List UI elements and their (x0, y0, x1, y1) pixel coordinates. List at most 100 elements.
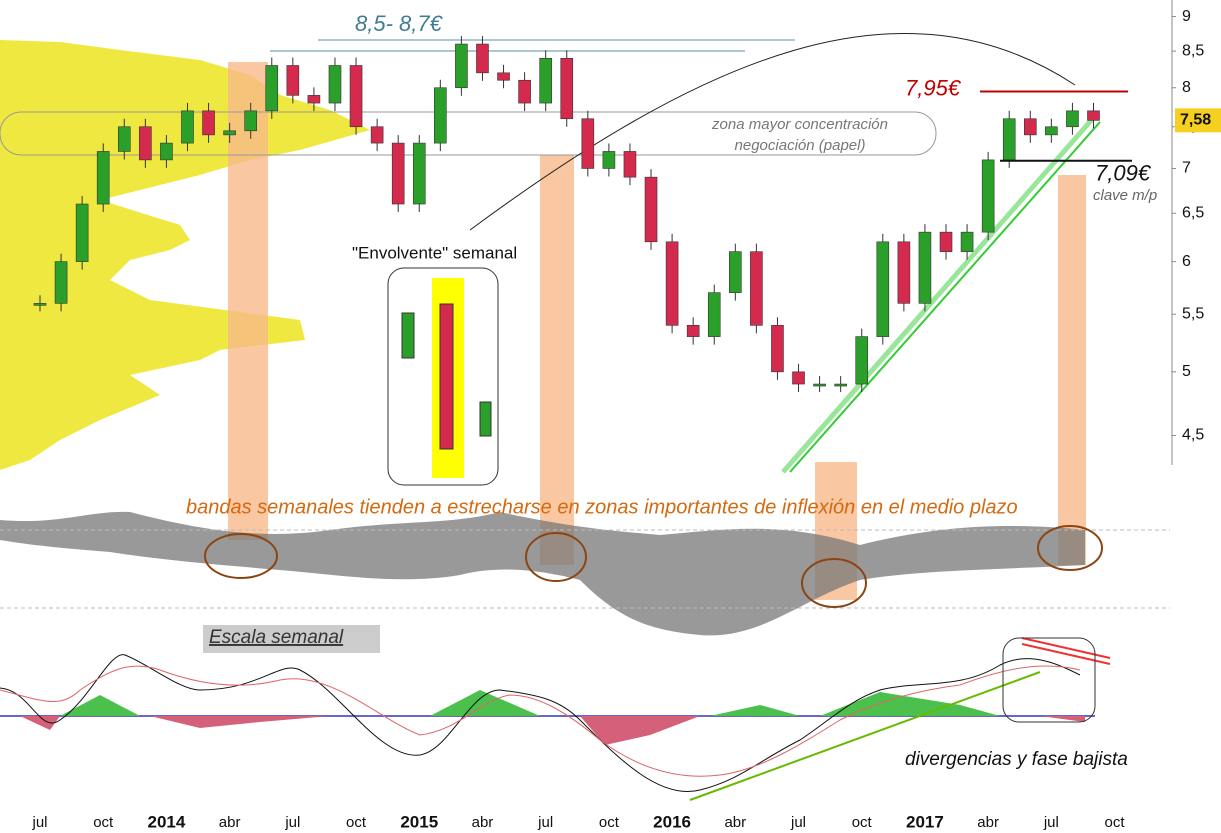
candle (897, 241, 911, 304)
decorations (0, 33, 1170, 801)
candle (54, 261, 68, 304)
candle (1087, 110, 1100, 121)
y-tick-label: 6,5 (1182, 204, 1204, 221)
candle (602, 151, 616, 169)
candle (33, 303, 47, 306)
macd-histogram (60, 690, 1000, 716)
candle (412, 142, 426, 205)
candle (160, 142, 173, 161)
annotation: clave m/p (1093, 187, 1157, 204)
x-tick-label: jul (31, 814, 47, 831)
candle (813, 383, 826, 387)
candle (307, 95, 321, 104)
candle (244, 110, 257, 132)
arc-arrow (469, 33, 1076, 231)
annotations: 8,5- 8,7€ zona mayor concentración negoc… (186, 11, 1157, 770)
divergence-box (1002, 637, 1096, 723)
last-value-label: 7,58 (1180, 112, 1211, 129)
candle (1045, 126, 1058, 136)
inset-candle (439, 303, 454, 450)
candle (139, 126, 152, 161)
x-tick-label: abr (472, 814, 494, 831)
candle (1023, 118, 1037, 136)
plot: 4,5 5 5,5 6 6,5 7 7,58 8,5 9 jul oct 2014 abr jul oct 2… (31, 0, 1221, 831)
x-tick-label: abr (219, 814, 241, 831)
candle (918, 231, 932, 304)
candle (455, 43, 468, 89)
candle (560, 57, 574, 120)
candle (265, 65, 279, 112)
x-tick-label: oct (599, 814, 620, 831)
y-tick-label: 9 (1182, 8, 1191, 25)
x-tick-label: oct (93, 814, 114, 831)
annotation: Escala semanal (209, 627, 344, 648)
candle (981, 159, 995, 233)
candle (729, 251, 742, 293)
candle (855, 336, 869, 385)
circle-mark (801, 558, 867, 608)
y-tick-label: 8 (1182, 79, 1191, 96)
candle (686, 325, 700, 337)
trend-line (789, 121, 1101, 473)
zone-box (0, 111, 937, 156)
candle (750, 251, 763, 326)
candle (391, 142, 405, 205)
annotation: zona mayor concentración (711, 116, 888, 133)
candle (349, 65, 363, 128)
candle (707, 292, 721, 337)
x-tick-label: 2017 (906, 812, 944, 831)
candle (623, 151, 637, 178)
x-tick-label: jul (537, 814, 553, 831)
macd-line (0, 654, 1081, 792)
x-tick-label: 2014 (148, 812, 186, 831)
x-tick-label: oct (852, 814, 873, 831)
x-tick-label: jul (790, 814, 806, 831)
candle (117, 126, 131, 152)
x-tick-label: 2016 (653, 812, 691, 831)
candle (286, 65, 300, 96)
y-tick-label: 5,5 (1182, 305, 1204, 322)
x-tick-label: abr (724, 814, 746, 831)
y-tick-label: 6 (1182, 253, 1191, 270)
candle (476, 43, 489, 74)
x-tick-label: oct (346, 814, 367, 831)
candle (223, 130, 236, 136)
candle (771, 325, 784, 373)
candle (96, 151, 110, 205)
highlight-band (540, 155, 574, 565)
x-tick-label: 2015 (400, 812, 438, 831)
annotation: divergencias y fase bajista (905, 749, 1128, 770)
candle (434, 87, 447, 144)
level-label: 7,95€ (905, 75, 962, 100)
candle (370, 126, 384, 144)
divergence-line (689, 671, 1041, 801)
y-tick-label: 7 (1182, 160, 1191, 177)
signal-line (0, 665, 1081, 777)
last-value-box (1175, 108, 1221, 133)
candle (876, 241, 890, 337)
candle (960, 231, 974, 252)
candle (792, 371, 805, 385)
highlight-band (1058, 175, 1086, 565)
circle-mark (1037, 525, 1103, 571)
annotation: negociación (papel) (735, 137, 866, 154)
annotation: "Envolvente" semanal (352, 243, 517, 262)
candle (939, 231, 953, 252)
candle (581, 118, 595, 169)
level-label: 7,09€ (1095, 161, 1152, 186)
volume-profile (0, 40, 370, 470)
candle (497, 72, 510, 81)
trend-line (781, 114, 1097, 474)
highlight-band (228, 62, 268, 540)
circle-mark (204, 533, 278, 579)
inset-candle (401, 312, 415, 359)
y-tick-label: 8,5 (1182, 42, 1204, 59)
annotation: 8,5- 8,7€ (355, 11, 444, 36)
x-tick-label: jul (1043, 814, 1059, 831)
macd-histogram (20, 716, 1085, 745)
label-box (203, 625, 380, 653)
candle (644, 176, 658, 243)
x-tick-label: abr (977, 814, 999, 831)
y-tick-label: 5 (1182, 363, 1191, 380)
